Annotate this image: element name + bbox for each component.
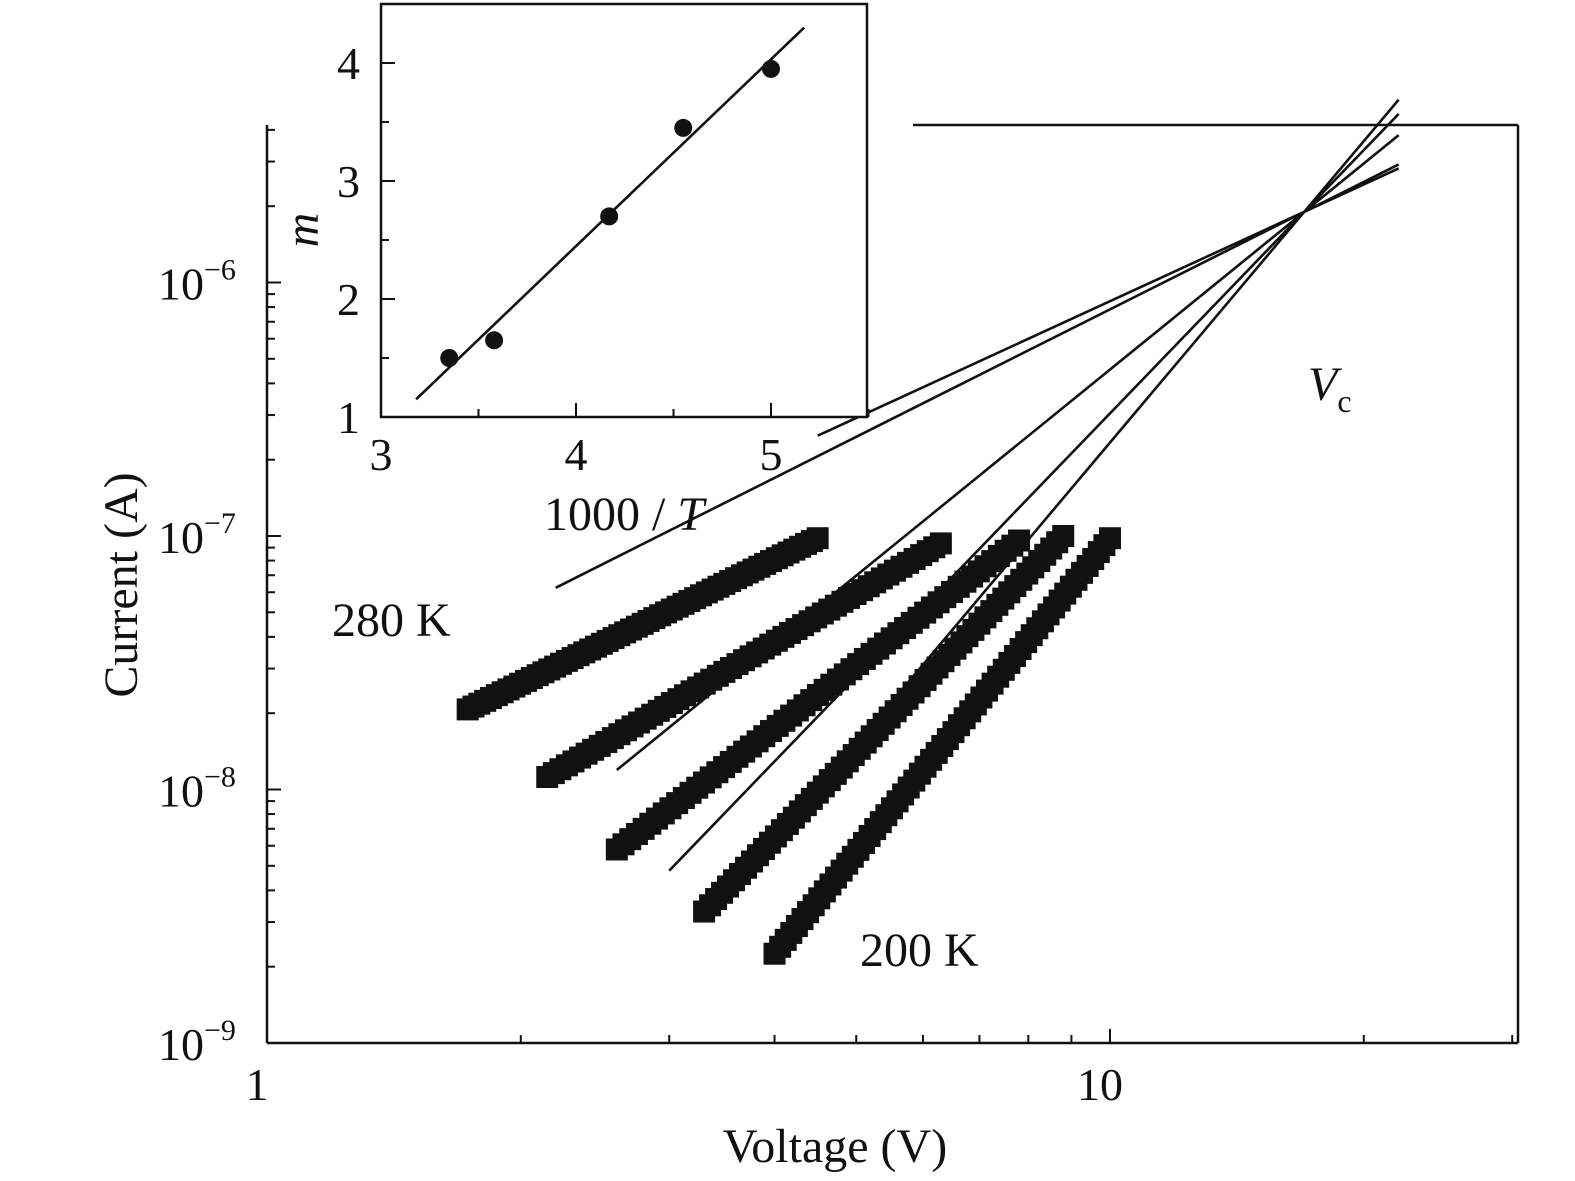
inset-background xyxy=(381,4,867,417)
series-5 xyxy=(763,527,1121,965)
inset-x-axis-label-main: 1000 / xyxy=(544,488,677,541)
data-marker xyxy=(806,527,829,550)
inset-x-tick-label: 3 xyxy=(370,429,393,480)
inset-tick-labels: 3 4 5 1 2 3 4 xyxy=(337,38,783,480)
inset-y-tick-label: 4 xyxy=(337,38,360,89)
data-marker xyxy=(929,532,952,555)
data-marker xyxy=(1008,529,1031,552)
y-tick-label: 10−7 xyxy=(158,507,236,563)
x-tick-label: 1 xyxy=(246,1059,269,1110)
main-x-axis-label: Voltage (V) xyxy=(723,1120,947,1173)
y-tick-label: 10−6 xyxy=(158,254,236,310)
series-2 xyxy=(536,532,952,789)
inset-plot: 3 4 5 1 2 3 4 1000 / T m xyxy=(276,2,870,541)
inset-frame xyxy=(379,2,869,419)
inset-y-axis-label: m xyxy=(276,213,329,248)
inset-y-tick-label: 2 xyxy=(337,274,360,325)
inset-x-axis-label-var: T xyxy=(677,488,707,541)
y-tick-label: 10−8 xyxy=(158,761,236,817)
main-plot: 10−910−810−710−61 10 Voltage (V) Current … xyxy=(95,98,1520,1173)
inset-y-tick-label: 3 xyxy=(337,156,360,207)
fit-line-2 xyxy=(555,163,1400,589)
main-y-axis-label: Current (A) xyxy=(95,472,148,697)
inset-point xyxy=(485,331,504,350)
y-tick-label-exponent: −9 xyxy=(204,1014,236,1047)
series-1 xyxy=(456,527,829,721)
inset-point xyxy=(762,59,780,78)
label-280k: 280 K xyxy=(332,594,451,647)
inset-x-tick-label: 5 xyxy=(760,429,783,480)
inset-x-axis-label: 1000 / T xyxy=(544,488,707,541)
y-tick-label-base: 10 xyxy=(158,259,204,310)
main-tick-labels: 10−910−810−710−61 10 xyxy=(158,254,1123,1111)
inset-x-tick-label: 4 xyxy=(565,429,588,480)
fit-line-4 xyxy=(668,113,1400,872)
series-4 xyxy=(693,525,1075,923)
x-tick-label: 10 xyxy=(1077,1059,1123,1110)
label-vc-sub: c xyxy=(1337,383,1351,419)
data-marker xyxy=(1099,527,1121,550)
inset-point xyxy=(600,207,619,226)
inset-point xyxy=(674,118,693,137)
y-tick-label-exponent: −6 xyxy=(204,254,236,287)
inset-ticks xyxy=(380,3,870,418)
inset-y-tick-label: 1 xyxy=(337,392,360,443)
series-3 xyxy=(605,529,1031,861)
main-data-markers xyxy=(456,525,1121,965)
y-tick-label: 10−9 xyxy=(158,1014,236,1070)
inset-points xyxy=(440,59,780,367)
y-tick-label-base: 10 xyxy=(158,1019,204,1070)
inset-point xyxy=(440,349,459,367)
y-tick-label-exponent: −7 xyxy=(204,507,236,540)
data-marker xyxy=(1052,525,1075,547)
label-200k: 200 K xyxy=(860,924,979,977)
label-vc: Vc xyxy=(1308,358,1352,419)
label-vc-main: V xyxy=(1308,358,1342,411)
y-tick-label-base: 10 xyxy=(158,512,204,563)
main-ticks xyxy=(266,128,1514,1044)
y-tick-label-base: 10 xyxy=(158,766,204,817)
y-tick-label-exponent: −8 xyxy=(204,761,236,794)
